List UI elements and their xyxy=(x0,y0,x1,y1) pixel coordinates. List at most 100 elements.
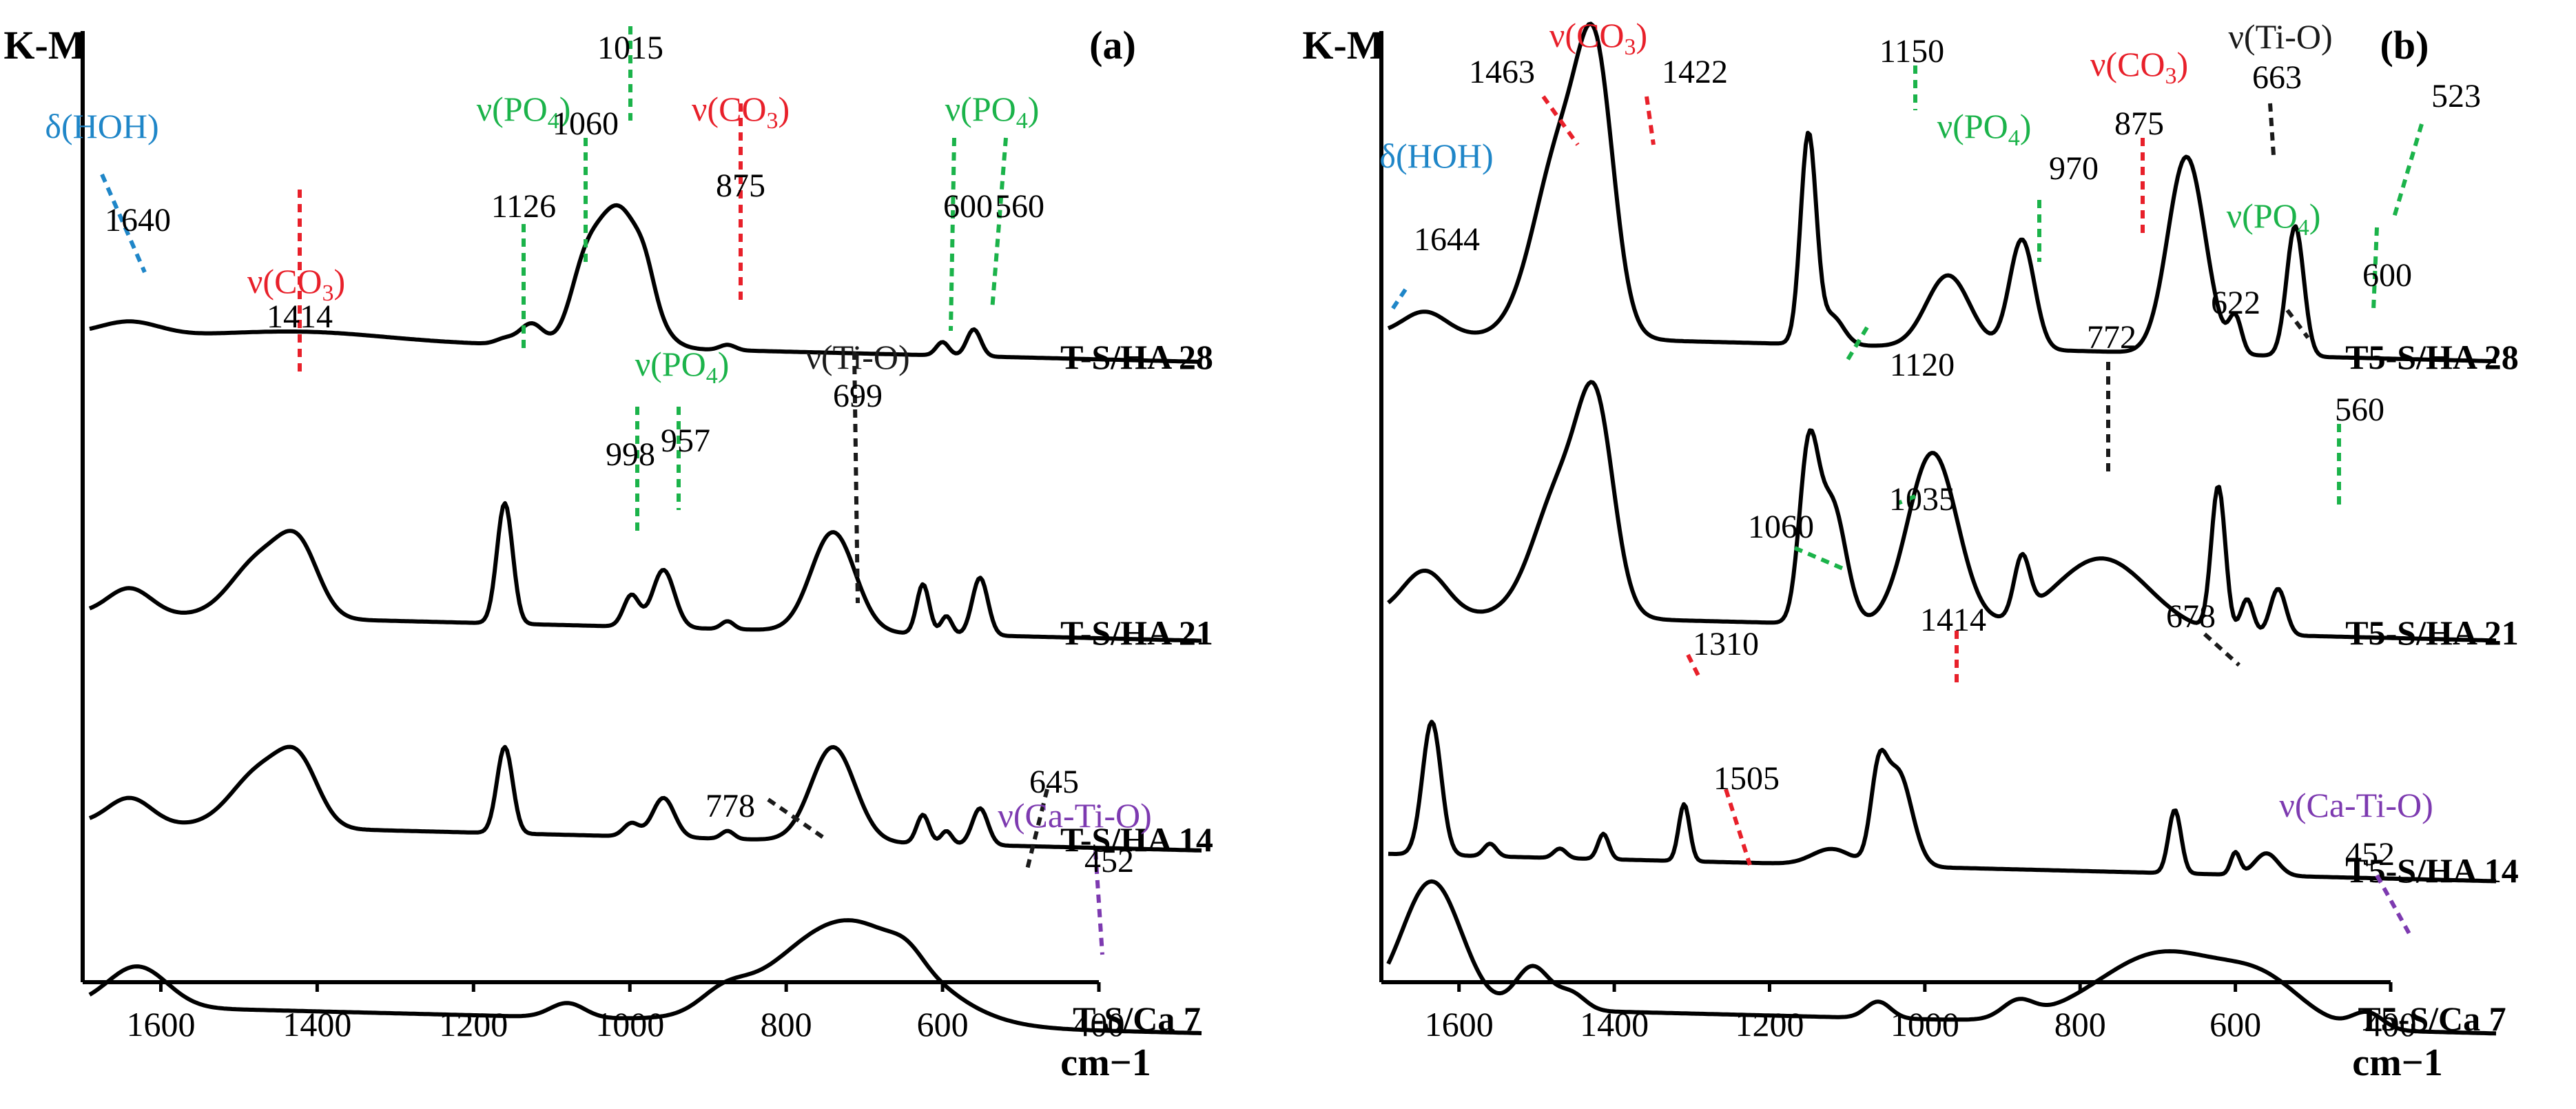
annotation-marker xyxy=(1897,494,1917,505)
annotation-marker xyxy=(2392,123,2424,218)
annotation-marker xyxy=(2375,874,2413,939)
annotation-label: ν(PO4) xyxy=(2227,196,2321,241)
panel-b: K-M (b)1600 1400 1200 1000 800 600 400cm−1T5-S/… xyxy=(1302,16,2518,1084)
annotation-label: ν(PO4) xyxy=(1937,107,2032,151)
series-label: T5-S/Ca 7 xyxy=(2358,999,2506,1038)
annotation-value: 1310 xyxy=(1693,626,1759,662)
x-tick-label: 1200 xyxy=(1735,1005,1804,1044)
annotation-marker xyxy=(1390,288,1408,312)
annotation-value: 523 xyxy=(2431,78,2481,114)
x-tick-label: 400 xyxy=(1073,1005,1125,1044)
annotation-label: ν(CO3) xyxy=(2090,45,2188,89)
annotation-value: 1120 xyxy=(1890,347,1955,383)
annotation-marker xyxy=(2285,309,2310,339)
x-tick-label: 800 xyxy=(761,1005,812,1044)
annotation-value: 1422 xyxy=(1662,54,1728,90)
annotation-label: ν(Ca-Ti-O) xyxy=(2279,786,2433,824)
annotation-label: ν(CO3) xyxy=(1549,16,1647,60)
annotation-value: 1060 xyxy=(1748,509,1814,545)
spectrum-line xyxy=(88,918,1202,1035)
x-axis-label: cm−1 xyxy=(2352,1041,2442,1084)
spectrum-line xyxy=(1387,21,2497,364)
annotation-value: 452 xyxy=(2345,836,2395,873)
annotation-label: δ(HOH) xyxy=(45,107,158,145)
annotation-label: ν(CO3) xyxy=(247,262,345,306)
series-label: T5-S/HA 28 xyxy=(2345,338,2518,376)
annotation-value: 1126 xyxy=(491,188,556,225)
annotation-marker xyxy=(1645,96,1656,145)
annotation-marker xyxy=(1844,326,1869,363)
annotation-value: 1015 xyxy=(597,30,663,66)
panel-label: (b) xyxy=(2380,23,2429,68)
annotation-marker xyxy=(1686,653,1700,677)
annotation-value: 1150 xyxy=(1879,33,1944,70)
x-tick-label: 1200 xyxy=(439,1005,508,1044)
annotation-value: 560 xyxy=(995,188,1044,225)
annotation-value: 875 xyxy=(2114,105,2164,142)
x-tick-label: 600 xyxy=(2209,1005,2261,1044)
x-tick-label: 800 xyxy=(2054,1005,2106,1044)
annotation-marker xyxy=(1793,546,1844,571)
annotation-value: 1505 xyxy=(1713,760,1780,797)
annotation-value: 778 xyxy=(705,788,755,824)
series-label: T-S/HA 21 xyxy=(1060,613,1213,652)
annotation-value: 1414 xyxy=(267,298,333,335)
annotation-label: ν(PO4) xyxy=(477,90,571,134)
x-tick-label: 1600 xyxy=(1425,1005,1494,1044)
annotation-label: ν(Ti-O) xyxy=(2228,17,2332,56)
annotation-label: ν(CO3) xyxy=(692,90,790,134)
annotation-value: 560 xyxy=(2335,391,2384,428)
x-axis-label: cm−1 xyxy=(1060,1041,1151,1084)
annotation-value: 1035 xyxy=(1889,481,1955,518)
annotation-value: 622 xyxy=(2211,285,2260,321)
series-label: T-S/HA 28 xyxy=(1060,338,1213,376)
y-axis-label: K-M xyxy=(3,23,85,68)
spectrum-line xyxy=(1386,879,2497,1036)
annotation-marker xyxy=(767,797,825,840)
annotation-marker xyxy=(1541,95,1580,146)
spectrum-line xyxy=(89,203,1202,364)
annotation-value: 970 xyxy=(2049,150,2099,187)
x-tick-label: 1000 xyxy=(1890,1005,1959,1044)
annotation-label: ν(Ti-O) xyxy=(805,338,909,376)
y-axis-label: K-M xyxy=(1302,23,1384,68)
annotation-value: 875 xyxy=(716,167,765,204)
annotation-value: 1640 xyxy=(105,202,171,238)
spectrum-line xyxy=(1387,380,2497,643)
annotation-marker xyxy=(2203,632,2241,667)
x-tick-label: 1000 xyxy=(595,1005,664,1044)
annotation-label: δ(HOH) xyxy=(1379,136,1493,175)
x-tick-label: 1600 xyxy=(126,1005,195,1044)
annotation-value: 772 xyxy=(2087,319,2136,356)
series-label: T-S/Ca 7 xyxy=(1073,999,1201,1038)
annotation-label: ν(Ca-Ti-O) xyxy=(998,796,1152,835)
annotation-value: 678 xyxy=(2166,598,2216,635)
annotation-marker xyxy=(1093,851,1104,955)
annotation-marker xyxy=(949,137,956,332)
annotation-value: 645 xyxy=(1029,764,1079,800)
series-label: T-S/HA 14 xyxy=(1060,820,1213,859)
annotation-value: 600 xyxy=(943,188,993,225)
annotation-marker xyxy=(852,351,860,604)
annotation-value: 452 xyxy=(1084,843,1134,879)
annotation-marker xyxy=(2268,103,2276,156)
series-label: T5-S/HA 14 xyxy=(2345,851,2518,890)
annotation-marker xyxy=(100,173,147,274)
annotation-value: 663 xyxy=(2252,59,2302,96)
spectrum-line xyxy=(1388,720,2497,884)
annotation-value: 998 xyxy=(606,436,655,473)
annotation-label: ν(PO4) xyxy=(635,345,730,389)
annotation-marker xyxy=(1724,788,1752,866)
annotation-value: 1414 xyxy=(1920,602,1986,638)
x-tick-label: 600 xyxy=(917,1005,969,1044)
annotation-value: 1463 xyxy=(1469,54,1535,90)
annotation-value: 957 xyxy=(661,423,710,459)
spectrum-line xyxy=(88,744,1202,853)
annotation-value: 1644 xyxy=(1414,221,1480,258)
annotation-value: 699 xyxy=(833,378,883,414)
panel-label: (a) xyxy=(1089,23,1136,68)
annotation-label: ν(PO4) xyxy=(945,90,1040,134)
annotation-value: 600 xyxy=(2362,257,2412,294)
spectrum-line xyxy=(88,501,1202,643)
